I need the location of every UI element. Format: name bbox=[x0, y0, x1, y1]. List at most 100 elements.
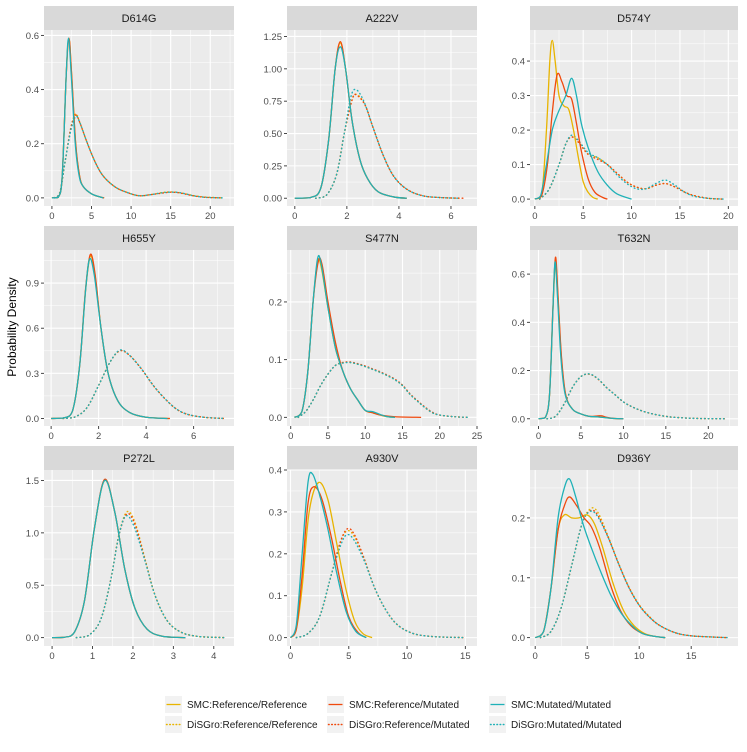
panel-d574y: D574Y 0 5 10 15 20 0.0 0.1 0.2 0.3 0.4 bbox=[512, 6, 738, 222]
density-lines bbox=[52, 478, 227, 639]
panel-strip bbox=[44, 6, 234, 30]
x-tick-label: 15 bbox=[686, 651, 697, 662]
panel-a930v: A930V 0 5 10 15 0.0 0.1 0.2 0.3 0.4 bbox=[269, 446, 477, 662]
x-tick-label: 2 bbox=[344, 211, 349, 222]
legend-label: DiSGro:Reference/Mutated bbox=[349, 720, 470, 731]
x-tick-label: 0 bbox=[536, 431, 541, 442]
density-line-smc bbox=[534, 478, 666, 639]
density-line-smc bbox=[534, 39, 598, 200]
y-tick-label: 1.0 bbox=[26, 528, 39, 539]
density-line-disgro bbox=[539, 510, 729, 639]
y-tick-label: 0.2 bbox=[512, 513, 525, 524]
density-lines bbox=[51, 253, 226, 420]
x-tick-label: 20 bbox=[434, 431, 445, 442]
legend-entry: DiSGro:Reference/Reference bbox=[165, 716, 318, 733]
y-tick-label: 0.6 bbox=[512, 270, 525, 281]
y-tick-label: 1.25 bbox=[264, 32, 283, 43]
panel-background bbox=[44, 250, 234, 426]
density-lines bbox=[294, 254, 471, 419]
x-tick-label: 15 bbox=[661, 431, 672, 442]
density-line-disgro bbox=[62, 349, 226, 420]
panel-background bbox=[530, 470, 738, 646]
panel-strip bbox=[287, 446, 477, 470]
density-line-smc bbox=[289, 486, 367, 639]
x-tick-label: 10 bbox=[626, 211, 637, 222]
x-tick-label: 25 bbox=[472, 431, 483, 442]
panel-strip bbox=[287, 6, 477, 30]
density-lines bbox=[534, 39, 725, 200]
panel-t632n: T632N 0 5 10 15 20 0.0 0.2 0.4 0.6 bbox=[512, 226, 738, 442]
x-tick-label: 5 bbox=[325, 431, 330, 442]
density-line-disgro bbox=[546, 373, 726, 420]
panel-background bbox=[530, 30, 738, 206]
y-tick-label: 0.2 bbox=[26, 139, 39, 150]
x-tick-label: 15 bbox=[165, 211, 176, 222]
density-lines bbox=[294, 41, 465, 199]
panel-title: P272L bbox=[123, 453, 155, 465]
y-tick-label: 0.9 bbox=[26, 279, 39, 290]
y-tick-label: 0.4 bbox=[269, 466, 282, 477]
panel-strip bbox=[530, 226, 738, 250]
panel-p272l: P272L 0 1 2 3 4 0.0 0.5 1.0 1.5 bbox=[26, 446, 234, 662]
y-tick-label: 0.3 bbox=[512, 91, 525, 102]
x-tick-label: 0 bbox=[532, 211, 537, 222]
panel-strip bbox=[530, 6, 738, 30]
x-tick-label: 4 bbox=[211, 651, 216, 662]
x-tick-label: 0 bbox=[533, 651, 538, 662]
legend-label: SMC:Reference/Reference bbox=[187, 700, 307, 711]
panel-title: D936Y bbox=[617, 453, 651, 465]
panel-d936y: D936Y 0 5 10 15 0.0 0.1 0.2 bbox=[512, 446, 738, 662]
x-tick-label: 0 bbox=[48, 431, 53, 442]
x-tick-label: 6 bbox=[191, 431, 196, 442]
panel-title: A222V bbox=[365, 13, 399, 25]
y-tick-label: 0.25 bbox=[264, 161, 283, 172]
y-tick-label: 0.1 bbox=[512, 160, 525, 171]
density-line-disgro bbox=[297, 361, 471, 419]
panel-title: S477N bbox=[365, 233, 399, 245]
y-tick-label: 0.2 bbox=[269, 297, 282, 308]
panel-title: D574Y bbox=[617, 13, 651, 25]
y-tick-label: 0.0 bbox=[26, 193, 39, 204]
panel-background bbox=[530, 250, 738, 426]
x-tick-label: 4 bbox=[143, 431, 148, 442]
panel-strip bbox=[530, 446, 738, 470]
y-tick-label: 1.5 bbox=[26, 476, 39, 487]
panel-h655y: H655Y 0 2 4 6 0.0 0.3 0.6 0.9 bbox=[26, 226, 234, 442]
legend-entry: DiSGro:Mutated/Mutated bbox=[489, 716, 622, 733]
density-line-disgro bbox=[295, 533, 467, 639]
legend-entry: SMC:Mutated/Mutated bbox=[489, 696, 611, 713]
y-tick-label: 0.6 bbox=[26, 324, 39, 335]
density-line-disgro bbox=[53, 115, 223, 199]
x-tick-label: 3 bbox=[171, 651, 176, 662]
density-line-smc bbox=[52, 479, 186, 639]
legend-background bbox=[160, 688, 650, 742]
y-tick-label: 0.0 bbox=[26, 633, 39, 644]
legend-label: SMC:Reference/Mutated bbox=[349, 700, 459, 711]
density-line-disgro bbox=[75, 514, 227, 639]
y-tick-label: 0.0 bbox=[269, 633, 282, 644]
density-lines bbox=[538, 256, 726, 420]
legend-label: SMC:Mutated/Mutated bbox=[511, 700, 611, 711]
density-line-smc bbox=[294, 46, 407, 199]
density-line-smc bbox=[289, 471, 367, 639]
legend-label: DiSGro:Mutated/Mutated bbox=[511, 720, 622, 731]
density-line-smc bbox=[538, 261, 624, 420]
legend-entry: SMC:Reference/Mutated bbox=[327, 696, 459, 713]
panel-title: H655Y bbox=[122, 233, 156, 245]
y-tick-label: 0.2 bbox=[269, 549, 282, 560]
y-tick-label: 0.0 bbox=[26, 414, 39, 425]
density-line-smc bbox=[294, 254, 396, 418]
x-tick-label: 10 bbox=[126, 211, 137, 222]
legend: SMC:Reference/Reference SMC:Reference/Mut… bbox=[160, 688, 650, 742]
density-line-disgro bbox=[538, 134, 725, 200]
y-axis-label: Probability Density bbox=[5, 277, 19, 376]
density-line-smc bbox=[51, 257, 168, 420]
y-tick-label: 0.75 bbox=[264, 97, 283, 108]
x-tick-label: 10 bbox=[618, 431, 629, 442]
density-lines bbox=[534, 478, 729, 639]
x-tick-label: 5 bbox=[585, 651, 590, 662]
y-tick-label: 0.1 bbox=[269, 591, 282, 602]
x-tick-label: 5 bbox=[581, 211, 586, 222]
x-tick-label: 10 bbox=[360, 431, 371, 442]
